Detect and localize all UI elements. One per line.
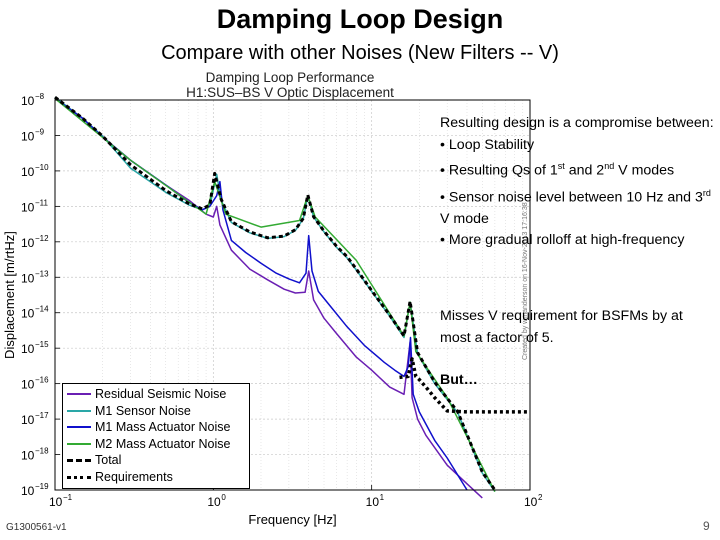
y-tick-label: 10	[21, 200, 35, 214]
bullet-text: • Sensor noise level between 10 Hz and 3	[440, 189, 703, 206]
y-tick-label: 10	[21, 342, 35, 356]
bullet-text: V modes	[614, 162, 675, 179]
legend-label: Residual Seismic Noise	[95, 387, 227, 401]
bullet-text: • Resulting Qs of 1	[440, 162, 558, 179]
series-line-4	[54, 96, 497, 491]
y-tick-label: 10	[21, 129, 35, 143]
bullet-text: V mode	[440, 210, 489, 227]
y-tick-exponent: −9	[35, 127, 45, 136]
y-tick-exponent: −8	[35, 92, 45, 101]
legend-item: Residual Seismic Noise	[67, 386, 226, 402]
x-tick-label: 10	[207, 495, 221, 509]
x-tick-exponent: 1	[380, 493, 385, 502]
legend-swatch	[67, 475, 91, 479]
page-number: 9	[703, 519, 710, 533]
document-id: G1300561-v1	[6, 522, 67, 533]
superscript: rd	[702, 187, 711, 198]
chart-subtitle: H1:SUS–BS V Optic Displacement	[186, 85, 394, 100]
bullet-resulting-qs: • Resulting Qs of 1st and 2nd V modes	[440, 156, 718, 182]
y-tick-exponent: −18	[35, 447, 49, 456]
y-tick-exponent: −14	[35, 305, 49, 314]
bullet-sensor-noise: • Sensor noise level between 10 Hz and 3…	[440, 183, 718, 231]
plot-frame	[54, 99, 531, 491]
y-tick-label: 10	[21, 449, 35, 463]
y-tick-label: 10	[21, 413, 35, 427]
intro-text: Resulting design is a compromise between…	[440, 115, 714, 131]
legend-item: Requirements	[67, 469, 173, 485]
legend-label: M2 Mass Actuator Noise	[95, 436, 231, 451]
requirement-note: Misses V requirement for BSFMs by at mos…	[440, 308, 683, 346]
x-tick-label: 10	[49, 495, 63, 509]
series-line-0	[54, 97, 483, 499]
legend-swatch	[67, 458, 91, 462]
y-tick-exponent: −13	[35, 269, 49, 278]
legend-swatch	[67, 426, 91, 429]
y-tick-label: 10	[21, 484, 35, 498]
x-tick-label: 10	[524, 495, 538, 509]
chart-title: Damping Loop Performance	[205, 70, 375, 85]
legend-swatch	[67, 409, 91, 412]
y-tick-label: 10	[21, 165, 35, 179]
slide-title: Damping Loop Design	[216, 4, 504, 34]
x-tick-label: 10	[366, 495, 380, 509]
y-tick-label: 10	[21, 94, 35, 108]
y-tick-label: 10	[21, 271, 35, 285]
bullet-rolloff: • More gradual rolloff at high-frequency	[440, 232, 685, 249]
chart-title-block: Damping Loop Performance H1:SUS–BS V Opt…	[140, 70, 440, 100]
text-panel: Resulting design is a compromise between…	[440, 113, 718, 252]
chart-legend: Residual Seismic Noise M1 Sensor Noise M1 …	[62, 383, 250, 489]
bullet-loop-stability: • Loop Stability	[440, 136, 535, 153]
slide-subtitle: Compare with other Noises (New Filters -…	[161, 42, 559, 64]
legend-label: M1 Mass Actuator Noise	[95, 420, 231, 435]
legend-swatch	[67, 393, 91, 395]
y-tick-exponent: −16	[35, 376, 49, 385]
legend-item: M1 Sensor Noise	[67, 403, 191, 419]
y-tick-label: 10	[21, 236, 35, 250]
but-note: But…	[440, 372, 478, 388]
x-tick-exponent: 0	[221, 493, 226, 502]
legend-label: Total	[95, 453, 122, 468]
legend-label: M1 Sensor Noise	[95, 403, 191, 418]
y-axis-label: Displacement [m/rtHz]	[2, 231, 17, 359]
y-tick-exponent: −12	[35, 234, 49, 243]
superscript: st	[557, 161, 565, 172]
x-tick-exponent: 2	[538, 493, 543, 502]
y-tick-exponent: −11	[35, 198, 49, 207]
y-tick-exponent: −19	[35, 482, 49, 491]
y-tick-label: 10	[21, 307, 35, 321]
legend-swatch	[67, 442, 91, 445]
y-tick-exponent: −15	[35, 340, 49, 349]
y-tick-exponent: −17	[35, 411, 49, 420]
series-line-5	[399, 357, 530, 414]
y-tick-label: 10	[21, 378, 35, 392]
bullet-text: and 2	[564, 162, 605, 179]
legend-item: M2 Mass Actuator Noise	[67, 436, 230, 452]
superscript: nd	[604, 161, 615, 172]
legend-item: M1 Mass Actuator Noise	[67, 419, 230, 435]
y-tick-exponent: −10	[35, 163, 49, 172]
x-axis-label: Frequency [Hz]	[248, 512, 336, 527]
legend-label: Requirements	[95, 470, 173, 484]
legend-item: Total	[67, 452, 121, 468]
x-tick-exponent: −1	[63, 493, 73, 502]
